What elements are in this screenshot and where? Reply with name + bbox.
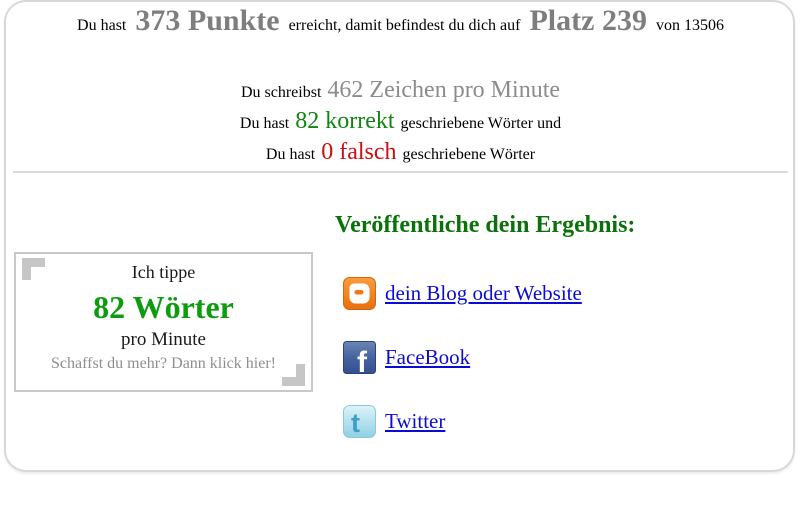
wrong-value: 0 falsch <box>321 139 397 165</box>
headline-middle: erreicht, damit befindest du dich auf <box>288 17 521 34</box>
total-participants: von 13506 <box>655 17 724 34</box>
share-row-facebook[interactable]: f FaceBook <box>343 341 470 374</box>
share-link-facebook[interactable]: FaceBook <box>385 345 471 369</box>
blogger-icon[interactable] <box>343 277 376 310</box>
wrong-prefix: Du hast <box>265 146 316 163</box>
badge-wpm-value: 82 Wörter <box>93 289 234 325</box>
twitter-icon[interactable]: t <box>343 405 376 438</box>
speed-value: 462 Zeichen pro Minute <box>327 77 561 103</box>
share-link-twitter[interactable]: Twitter <box>385 409 446 433</box>
corner-mark-bottom-right-icon <box>282 364 305 386</box>
share-row-blog[interactable]: dein Blog oder Website <box>343 277 582 310</box>
wrong-words-line: Du hast 0 falsch geschriebene Wörter <box>0 138 801 169</box>
correct-prefix: Du hast <box>239 115 290 132</box>
headline-prefix: Du hast <box>77 17 127 34</box>
results-frame <box>4 0 795 472</box>
points-value: 373 Punkte <box>135 4 280 37</box>
share-link-blog[interactable]: dein Blog oder Website <box>385 281 582 305</box>
correct-words-line: Du hast 82 korrekt geschriebene Wörter und <box>0 107 801 138</box>
corner-mark-top-left-icon <box>22 258 45 280</box>
speed-prefix: Du schreibst <box>240 84 322 101</box>
badge-unit: pro Minute <box>121 329 206 350</box>
score-headline: Du hast 373 Punkte erreicht, damit befinde… <box>0 4 801 38</box>
facebook-f-glyph: f <box>357 346 368 374</box>
badge-intro: Ich tippe <box>131 262 196 282</box>
badge-cta-link[interactable]: Schaffst du mehr? Dann klick hier! <box>51 355 276 372</box>
share-heading: Veröffentliche dein Ergebnis: <box>335 212 636 238</box>
divider <box>13 171 788 173</box>
correct-value: 82 korrekt <box>295 108 395 134</box>
speed-line: Du schreibst 462 Zeichen pro Minute <box>0 76 801 107</box>
stats-block: Du schreibst 462 Zeichen pro Minute Du ha… <box>0 76 801 169</box>
share-row-twitter[interactable]: t Twitter <box>343 405 445 438</box>
rank-value: Platz 239 <box>529 4 647 37</box>
twitter-t-glyph: t <box>351 408 360 438</box>
wrong-suffix: geschriebene Wörter <box>402 146 536 163</box>
correct-suffix: geschriebene Wörter und <box>400 115 562 132</box>
facebook-icon[interactable]: f <box>343 341 376 374</box>
wpm-badge[interactable]: Ich tippe 82 Wörter pro Minute Schaffst … <box>14 252 313 392</box>
